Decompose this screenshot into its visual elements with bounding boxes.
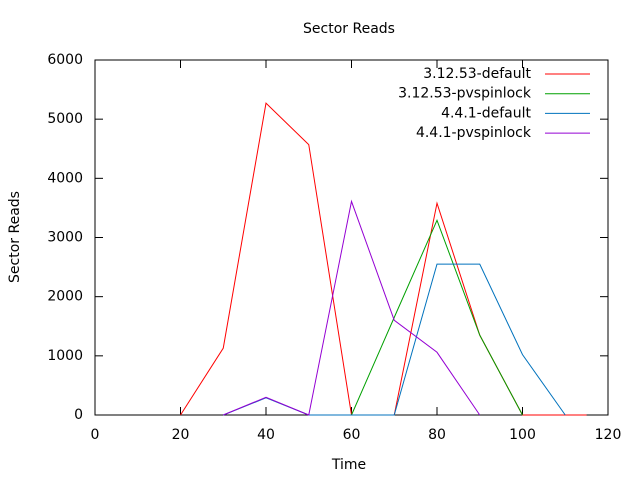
x-tick-label: 60: [343, 427, 361, 443]
y-tick-label: 2000: [47, 289, 83, 305]
x-tick-label: 100: [509, 427, 536, 443]
x-tick-label: 0: [91, 427, 100, 443]
y-tick-label: 6000: [47, 52, 83, 68]
data-line: [223, 199, 481, 416]
y-tick-label: 1000: [47, 348, 83, 364]
x-tick-label: 80: [428, 427, 446, 443]
legend-label: 3.12.53-default: [423, 66, 531, 82]
data-line: [351, 219, 523, 416]
y-tick-label: 5000: [47, 111, 83, 127]
x-tick-label: 40: [257, 427, 275, 443]
x-tick-label: 20: [172, 427, 190, 443]
x-tick-label: 120: [595, 427, 622, 443]
legend-label: 4.4.1-pvspinlock: [416, 125, 532, 141]
x-axis-label: Time: [331, 457, 366, 473]
legend-label: 4.4.1-default: [441, 105, 531, 121]
y-axis-label: Sector Reads: [7, 191, 23, 283]
y-tick-label: 4000: [47, 170, 83, 186]
y-tick-label: 3000: [47, 230, 83, 246]
y-tick-label: 0: [74, 407, 83, 423]
chart-title: Sector Reads: [303, 21, 395, 37]
legend-label: 3.12.53-pvspinlock: [398, 86, 532, 102]
